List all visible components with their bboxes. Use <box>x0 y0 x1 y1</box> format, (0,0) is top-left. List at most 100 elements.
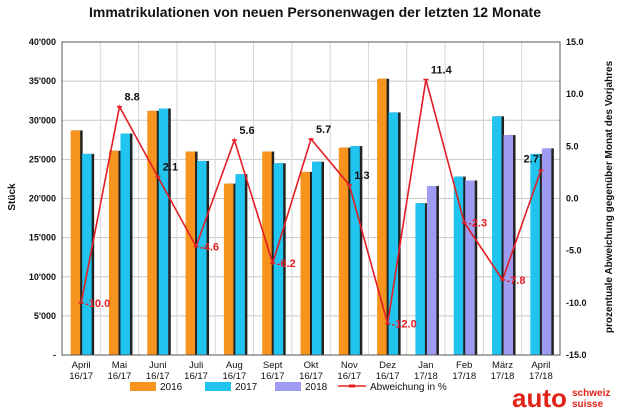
logo-suisse: suisse <box>572 399 604 410</box>
bar <box>377 78 387 355</box>
plot-frame <box>61 41 561 356</box>
x-tick-label: 17/18 <box>529 371 553 382</box>
data-label: -6.2 <box>277 258 296 270</box>
legend-swatch <box>275 382 301 391</box>
data-label: 1.3 <box>354 170 369 182</box>
y-tick-label: 30'000 <box>29 115 56 125</box>
y-tick-label: 25'000 <box>29 154 56 164</box>
bar <box>147 110 157 355</box>
legend-swatch <box>130 382 156 391</box>
bar <box>541 148 552 355</box>
bar <box>185 151 196 355</box>
x-tick-label: 16/17 <box>376 371 400 382</box>
bar <box>453 176 464 355</box>
x-tick-label: 17/18 <box>414 371 438 382</box>
x-tick-label: 16/17 <box>108 371 132 382</box>
bar <box>503 135 514 355</box>
data-label: -12.0 <box>392 319 417 331</box>
logo-schweiz: schweiz <box>572 388 610 399</box>
x-tick-label: Nov <box>341 360 358 371</box>
axes: - 5'000 10'000 15'000 20'000 25'000 30'000 35'0… <box>29 37 587 382</box>
bar <box>426 185 437 355</box>
data-label: 5.7 <box>316 124 331 136</box>
y2-tick-label: 5.0 <box>566 141 579 151</box>
brand-logo: auto schweiz suisse <box>512 383 610 412</box>
x-tick-label: 16/17 <box>222 371 246 382</box>
y2-tick-label: 0.0 <box>566 194 579 204</box>
data-label: -2.3 <box>468 217 487 229</box>
logo-auto: auto <box>512 383 567 412</box>
data-label: 2.1 <box>163 162 178 174</box>
bar <box>492 116 502 356</box>
data-label: -7.8 <box>507 275 526 287</box>
y2-tick-label: -5.0 <box>566 246 582 256</box>
bar <box>312 161 322 355</box>
data-label: 5.6 <box>239 125 254 137</box>
y2-tick-label: 10.0 <box>566 89 584 99</box>
bar <box>300 171 310 355</box>
legend-swatch <box>205 382 231 391</box>
bar <box>415 203 425 355</box>
x-tick-label: Juni <box>149 360 166 371</box>
x-tick-label: März <box>492 360 513 371</box>
bar <box>262 151 272 355</box>
bar <box>530 153 540 355</box>
y-tick-label: 20'000 <box>29 194 56 204</box>
x-tick-label: April <box>72 360 91 371</box>
data-label: 11.4 <box>431 65 453 77</box>
x-tick-label: Aug <box>226 360 243 371</box>
legend-label: 2017 <box>235 382 258 393</box>
y-tick-label: 15'000 <box>29 233 56 243</box>
x-tick-label: 16/17 <box>146 371 170 382</box>
bar <box>82 153 92 355</box>
x-tick-label: 16/17 <box>337 371 361 382</box>
bar <box>108 150 119 355</box>
y-tick-label: 10'000 <box>29 272 56 282</box>
y2-tick-label: -15.0 <box>566 350 587 360</box>
legend-label: Abweichung in % <box>370 382 447 393</box>
x-tick-label: Feb <box>456 360 472 371</box>
bar <box>70 130 81 355</box>
x-tick-label: 16/17 <box>299 371 323 382</box>
x-tick-label: 16/17 <box>69 371 93 382</box>
data-label: 8.8 <box>124 92 139 104</box>
y-axis-label: Stück <box>7 183 18 211</box>
bar <box>388 112 399 355</box>
bar <box>338 147 349 355</box>
bar <box>158 108 169 355</box>
y2-tick-label: 15.0 <box>566 37 584 47</box>
y2-axis-label: prozentuale Abweichung gegenüber Monat d… <box>604 60 615 333</box>
bar <box>350 146 360 355</box>
x-tick-label: Jan <box>418 360 433 371</box>
x-tick-label: 16/17 <box>184 371 208 382</box>
legend-label: 2018 <box>305 382 328 393</box>
x-tick-label: April <box>531 360 550 371</box>
x-tick-label: Juli <box>189 360 203 371</box>
bar <box>223 183 234 355</box>
x-tick-label: Dez <box>379 360 396 371</box>
data-label: 2.7 <box>524 153 539 165</box>
bar <box>273 163 284 355</box>
y-tick-label: 35'000 <box>29 76 56 86</box>
bars <box>70 78 554 356</box>
bar <box>197 160 207 355</box>
data-label: -4.6 <box>200 241 219 253</box>
bar <box>235 174 245 355</box>
legend-label: 2016 <box>160 382 183 393</box>
bar <box>120 133 130 355</box>
x-tick-label: 16/17 <box>261 371 285 382</box>
x-tick-label: 17/18 <box>491 371 515 382</box>
y2-tick-label: -10.0 <box>566 298 587 308</box>
x-tick-label: Okt <box>304 360 319 371</box>
y-tick-label: - <box>53 350 56 360</box>
x-tick-label: 17/18 <box>452 371 476 382</box>
deviation-line <box>78 78 544 325</box>
x-tick-label: Mai <box>112 360 127 371</box>
data-label: -10.0 <box>85 298 110 310</box>
legend: 2016 2017 2018 Abweichung in % <box>130 382 447 393</box>
chart-title: Immatrikulationen von neuen Personenwage… <box>89 4 541 20</box>
bar <box>465 180 475 355</box>
y-tick-label: 5'000 <box>34 311 56 321</box>
x-tick-label: Sept <box>263 360 283 371</box>
